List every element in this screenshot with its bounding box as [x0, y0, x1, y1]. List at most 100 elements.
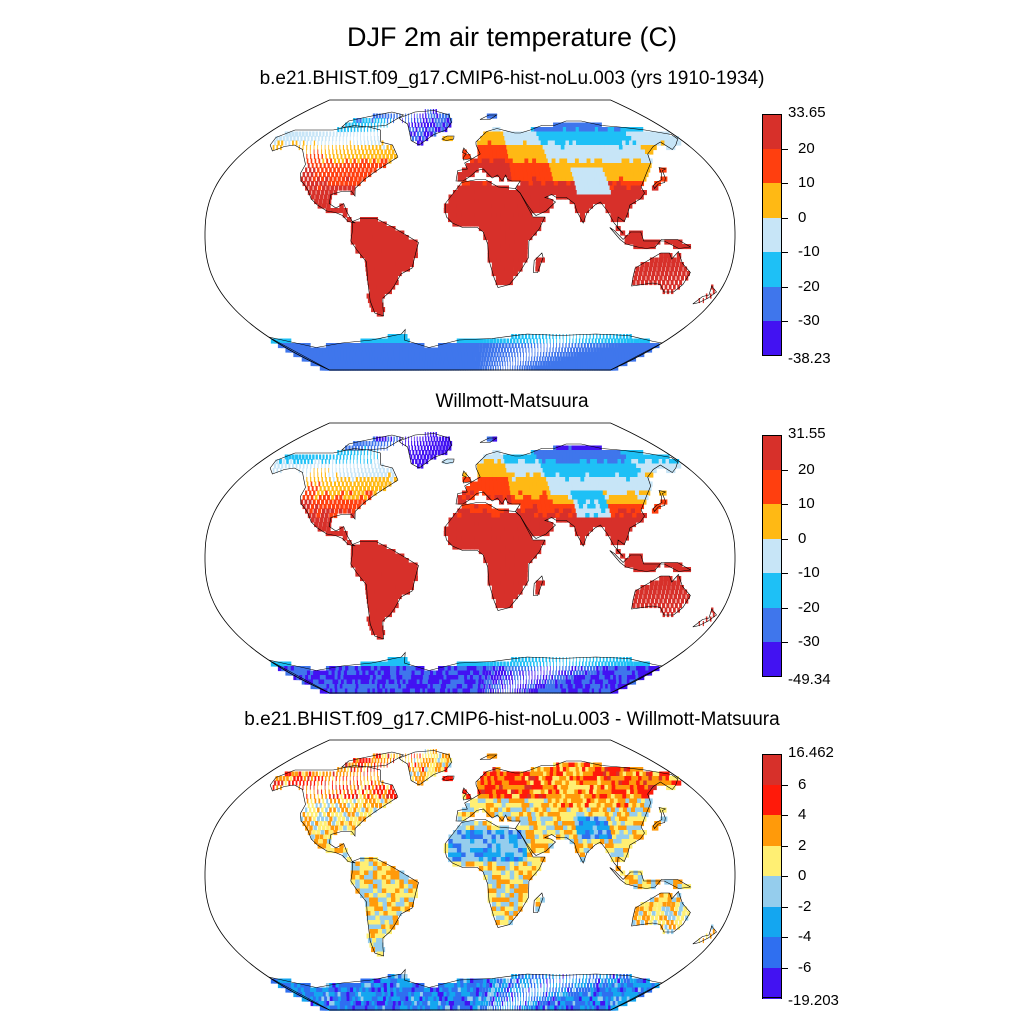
grid-cell — [583, 203, 589, 209]
grid-cell — [496, 553, 502, 559]
grid-cell — [522, 567, 528, 573]
grid-cell — [487, 571, 493, 577]
grid-cell — [332, 154, 335, 160]
grid-cell — [569, 338, 571, 344]
grid-cell — [527, 172, 533, 178]
grid-cell — [578, 468, 587, 474]
grid-cell — [633, 558, 639, 564]
grid-cell — [546, 338, 548, 344]
grid-cell — [321, 145, 322, 151]
grid-cell — [317, 508, 322, 514]
grid-cell — [561, 154, 568, 160]
grid-cell — [372, 621, 379, 627]
grid-cell — [575, 508, 582, 514]
grid-cell — [332, 149, 334, 155]
grid-cell — [419, 436, 421, 442]
grid-cell — [345, 158, 348, 164]
grid-cell — [492, 562, 498, 568]
grid-cell — [372, 562, 378, 568]
grid-cell — [460, 338, 465, 344]
grid-cell — [534, 167, 541, 173]
grid-cell — [512, 158, 519, 164]
grid-cell — [644, 266, 649, 272]
grid-cell — [478, 522, 484, 528]
grid-cell — [677, 271, 682, 277]
grid-cell — [328, 145, 330, 151]
grid-cell — [313, 154, 316, 160]
grid-cell — [506, 495, 512, 501]
grid-cell — [381, 140, 384, 146]
grid-cell — [333, 513, 338, 519]
grid-cell — [552, 661, 554, 667]
grid-cell — [528, 365, 531, 371]
grid-cell — [387, 271, 394, 277]
grid-cell — [499, 352, 502, 358]
grid-cell — [500, 576, 506, 582]
grid-cell — [686, 594, 690, 600]
grid-cell — [336, 154, 339, 160]
grid-cell — [562, 661, 564, 667]
grid-cell — [349, 459, 351, 465]
grid-cell — [335, 172, 339, 178]
grid-cell — [494, 136, 499, 142]
grid-cell — [638, 490, 647, 496]
grid-cell — [411, 347, 418, 353]
grid-cell — [378, 163, 383, 169]
grid-cell — [515, 140, 522, 146]
grid-cell — [635, 266, 640, 272]
grid-cell — [503, 347, 506, 353]
grid-cell — [501, 163, 507, 169]
grid-cell — [500, 356, 503, 362]
grid-cell — [317, 185, 322, 191]
grid-cell — [314, 459, 317, 465]
grid-cell — [598, 190, 604, 196]
grid-cell — [568, 172, 575, 178]
grid-cell — [371, 307, 378, 313]
grid-cell — [627, 176, 634, 182]
grid-cell — [425, 136, 429, 142]
grid-cell — [630, 490, 639, 496]
grid-cell — [347, 450, 349, 456]
grid-cell — [632, 280, 636, 286]
grid-cell — [314, 481, 317, 487]
grid-cell — [565, 154, 572, 160]
grid-cell — [377, 118, 380, 124]
grid-cell — [368, 253, 375, 259]
grid-cell — [521, 163, 527, 169]
grid-cell — [276, 468, 279, 474]
grid-cell — [458, 356, 463, 362]
grid-cell — [353, 463, 355, 469]
grid-cell — [539, 454, 547, 460]
grid-cell — [549, 679, 552, 685]
grid-cell — [396, 661, 404, 667]
grid-cell — [300, 666, 311, 672]
grid-cell — [364, 540, 370, 546]
grid-cell — [431, 118, 434, 124]
grid-cell — [380, 158, 384, 164]
grid-cell — [503, 670, 506, 676]
grid-cell — [590, 517, 597, 523]
grid-cell — [390, 338, 397, 344]
grid-cell — [368, 562, 374, 568]
grid-cell — [315, 517, 320, 523]
grid-cell — [610, 499, 618, 505]
grid-cell — [431, 441, 434, 447]
grid-cell — [626, 666, 631, 672]
grid-cell — [638, 271, 643, 277]
grid-cell — [448, 361, 454, 367]
grid-cell — [483, 540, 489, 546]
grid-cell — [594, 356, 600, 362]
grid-cell — [359, 163, 362, 169]
grid-cell — [516, 508, 522, 514]
grid-cell — [638, 594, 643, 600]
grid-cell — [654, 504, 661, 510]
grid-cell — [546, 154, 553, 160]
grid-cell — [321, 490, 324, 496]
grid-cell — [394, 239, 400, 245]
grid-cell — [350, 176, 354, 182]
grid-cell — [614, 347, 619, 353]
grid-cell — [436, 347, 442, 353]
grid-cell — [506, 356, 508, 362]
grid-cell — [377, 445, 379, 451]
grid-cell — [575, 347, 579, 353]
